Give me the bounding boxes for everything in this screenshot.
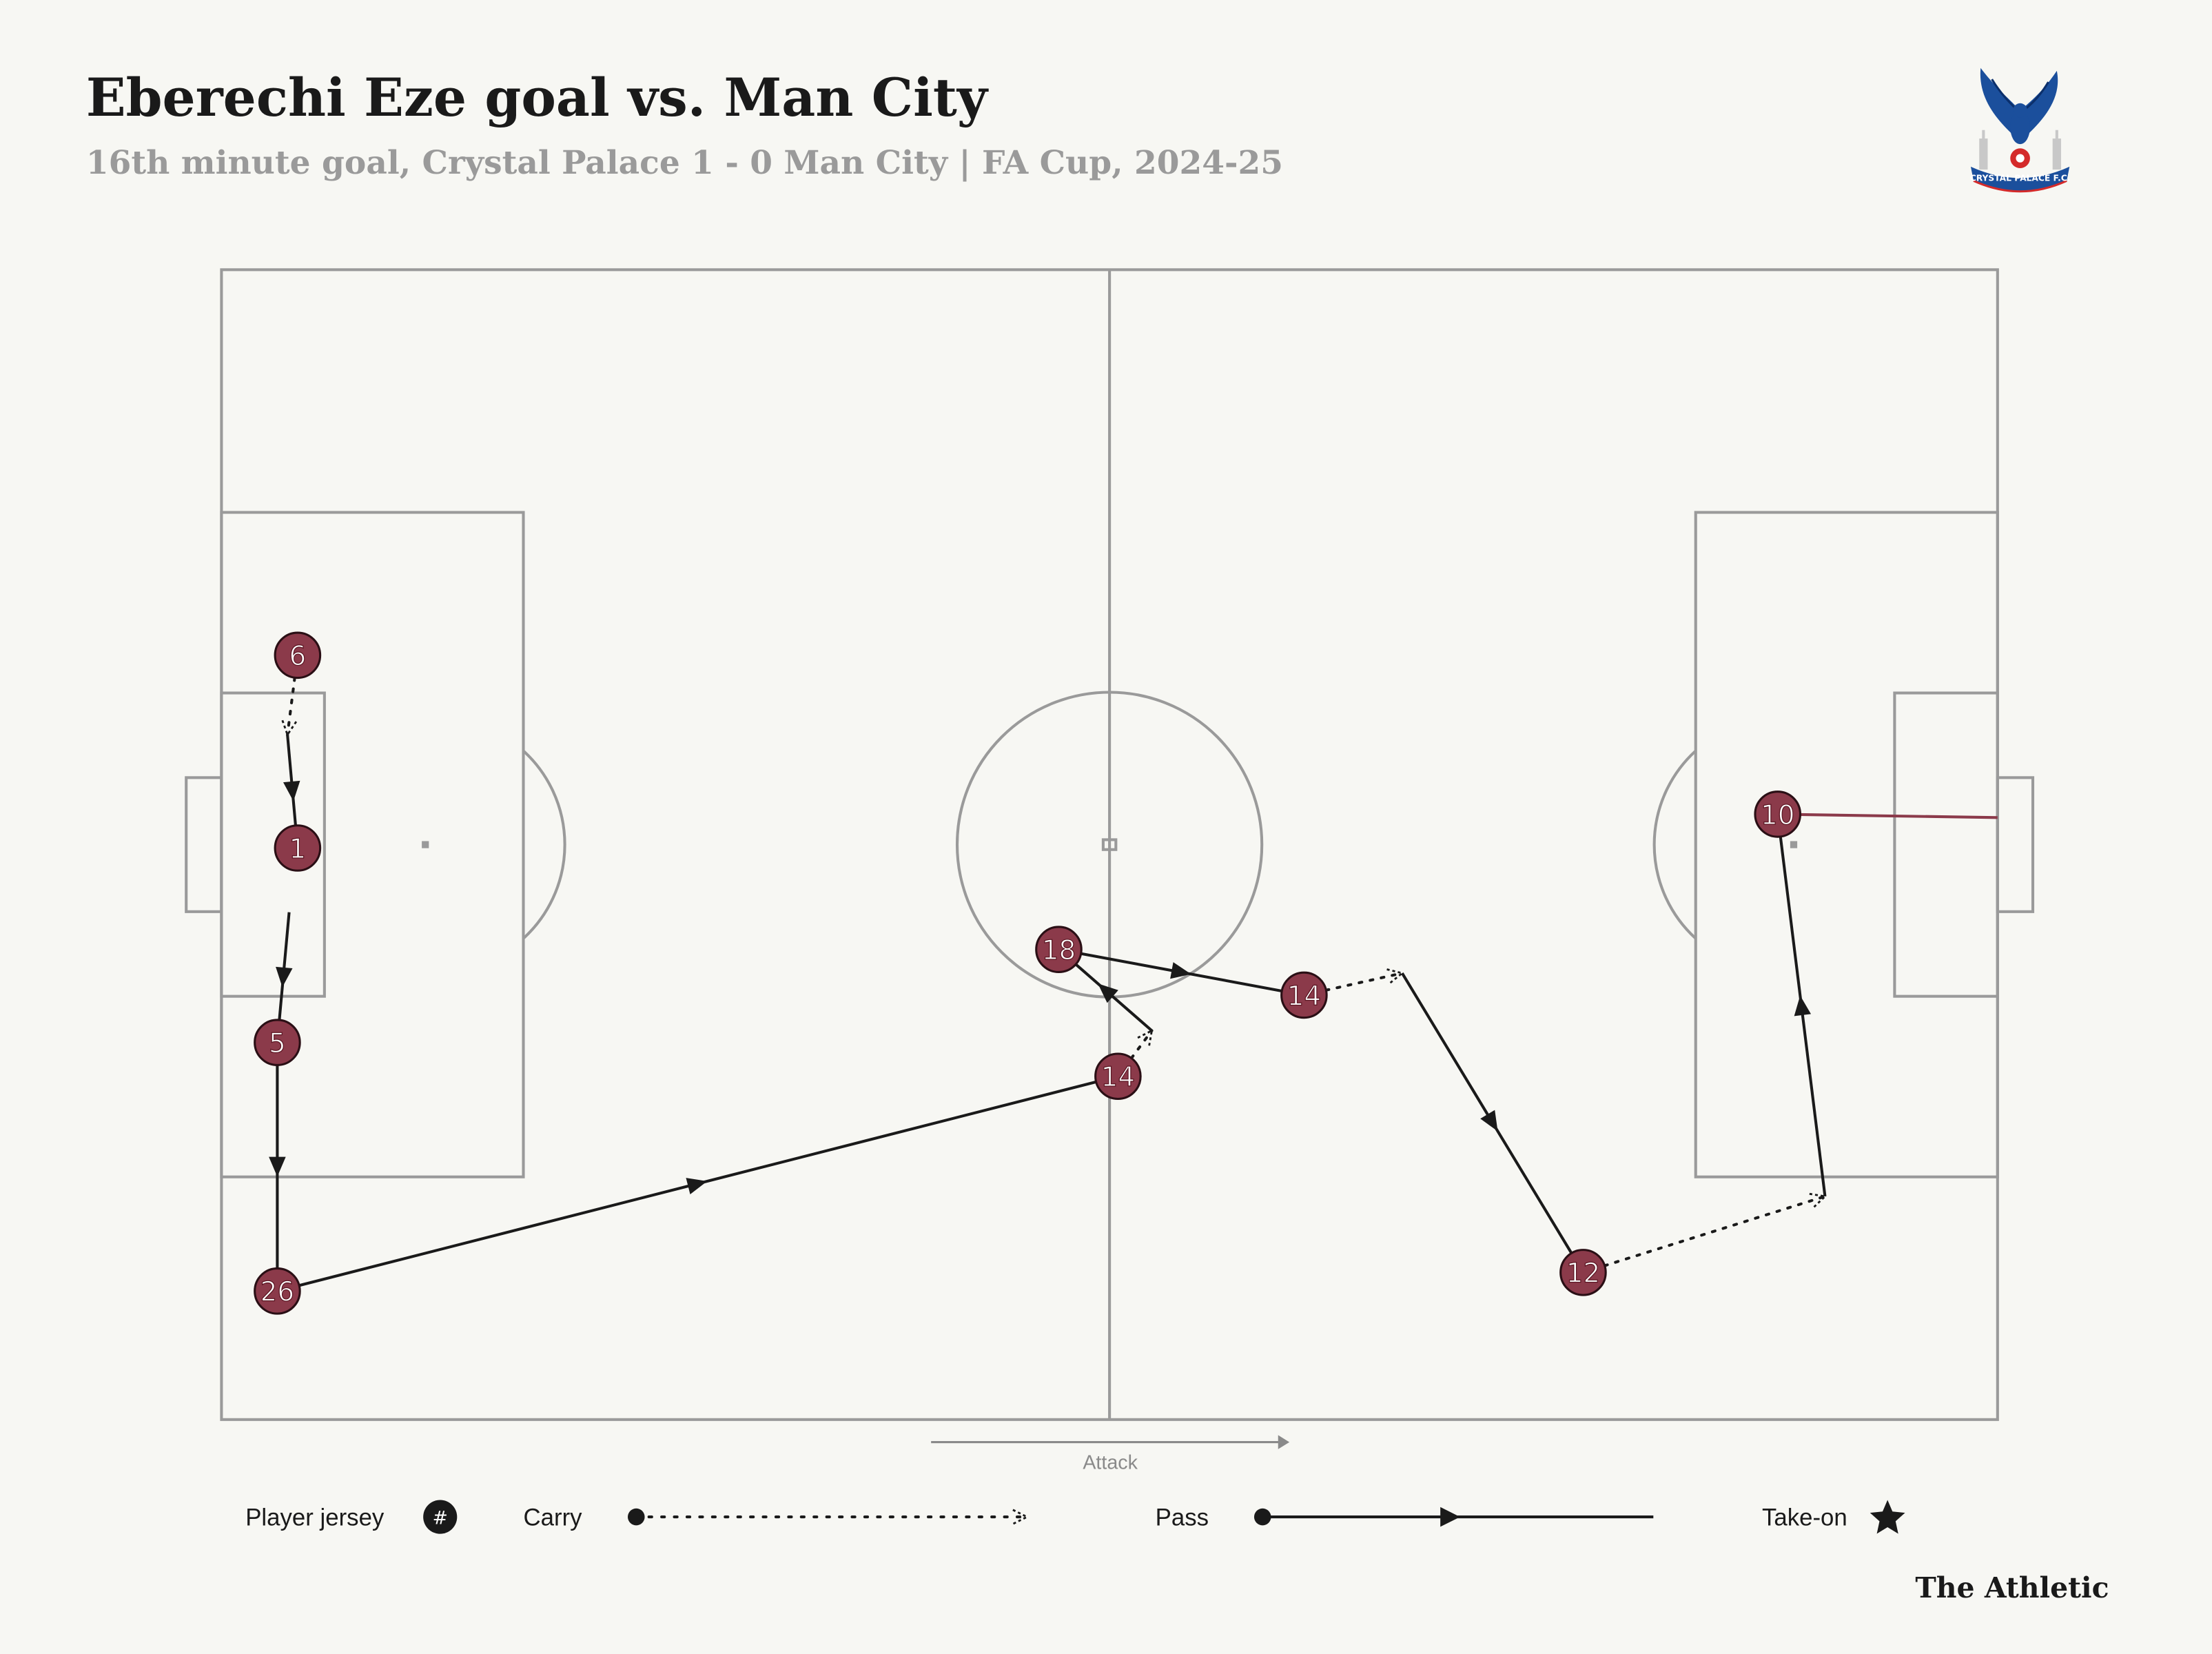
legend-pass-label: Pass	[1156, 1504, 1209, 1531]
pass-arrow-icon	[1480, 1110, 1498, 1132]
legend-takeon-label: Take-on	[1762, 1504, 1847, 1531]
left-goal	[185, 776, 223, 913]
pass-arrow-icon	[1170, 962, 1191, 979]
player-marker: 1	[274, 824, 322, 872]
jersey-circle	[274, 631, 322, 680]
page-title: Eberechi Eze goal vs. Man City	[86, 67, 989, 128]
carry-line	[1581, 1196, 1825, 1274]
pass-arrow-icon	[1098, 983, 1118, 1003]
jersey-number: 14	[1287, 981, 1321, 1012]
legend-jersey-symbol: #	[433, 1507, 448, 1529]
right-penalty-spot	[1790, 841, 1798, 848]
eagle-crest-icon: CRYSTAL PALACE F.C.	[1970, 68, 2071, 193]
jersey-number: 1	[289, 834, 307, 865]
players-layer: 6 1 5 26 14 18 14 12 10	[254, 631, 1802, 1315]
legend: Player jersey # Carry Pass Take-on	[245, 1500, 1905, 1534]
jersey-number: 14	[1101, 1062, 1135, 1093]
events-layer	[269, 653, 1998, 1293]
attack-label: Attack	[1083, 1451, 1138, 1473]
jersey-number: 5	[269, 1028, 286, 1059]
left-penalty-spot	[422, 841, 429, 848]
left-penalty-area	[220, 511, 525, 1178]
pass-arrow-icon	[1794, 995, 1812, 1017]
centre-spot	[1101, 838, 1118, 851]
player-marker: 5	[254, 1019, 301, 1066]
legend-jersey-label: Player jersey	[245, 1504, 385, 1531]
jersey-number: 18	[1042, 935, 1076, 966]
jersey-circle	[1754, 790, 1802, 838]
jersey-circle	[1280, 971, 1328, 1019]
right-penalty-arc	[1652, 749, 1697, 940]
page-subtitle: 16th minute goal, Crystal Palace 1 - 0 M…	[86, 144, 1283, 182]
brand-logo: The Athletic	[1915, 1571, 2109, 1604]
legend-jersey-icon	[423, 1500, 458, 1534]
carry-line	[1116, 1030, 1151, 1078]
player-marker: 14	[1280, 971, 1328, 1019]
attack-direction: Attack	[931, 1435, 1290, 1473]
jersey-circle	[274, 824, 322, 872]
jersey-number: 26	[260, 1277, 294, 1308]
pass-arrow-icon	[686, 1178, 708, 1194]
jersey-circle	[1559, 1249, 1607, 1296]
player-marker: 6	[274, 631, 322, 680]
player-marker: 14	[1094, 1052, 1142, 1101]
right-penalty-area	[1694, 511, 1999, 1178]
jersey-number: 6	[289, 641, 307, 672]
right-six-yard-box	[1893, 691, 1999, 998]
attack-arrow-head-icon	[1278, 1435, 1290, 1449]
jersey-number: 10	[1761, 800, 1794, 831]
player-marker: 26	[254, 1267, 301, 1315]
legend-carry-label: Carry	[524, 1504, 583, 1531]
player-marker: 18	[1035, 926, 1083, 974]
jersey-circle	[1094, 1052, 1142, 1101]
pass-arrow-icon	[283, 780, 300, 802]
legend-pass-arrow-icon	[1440, 1507, 1460, 1527]
jersey-circle	[254, 1019, 301, 1066]
player-marker: 12	[1559, 1249, 1607, 1296]
star-icon	[1870, 1500, 1905, 1534]
jersey-number: 12	[1566, 1258, 1600, 1289]
badge-text: CRYSTAL PALACE F.C.	[1970, 173, 2071, 183]
left-penalty-arc	[522, 749, 566, 940]
football-pitch	[185, 268, 2035, 1421]
jersey-circle	[1035, 926, 1083, 974]
right-goal	[1996, 776, 2035, 913]
pass-arrow-icon	[276, 966, 293, 988]
jersey-circle	[254, 1267, 301, 1315]
pass-arrow-icon	[269, 1156, 286, 1177]
shot-line	[1777, 813, 1998, 819]
player-marker: 10	[1754, 790, 1802, 838]
